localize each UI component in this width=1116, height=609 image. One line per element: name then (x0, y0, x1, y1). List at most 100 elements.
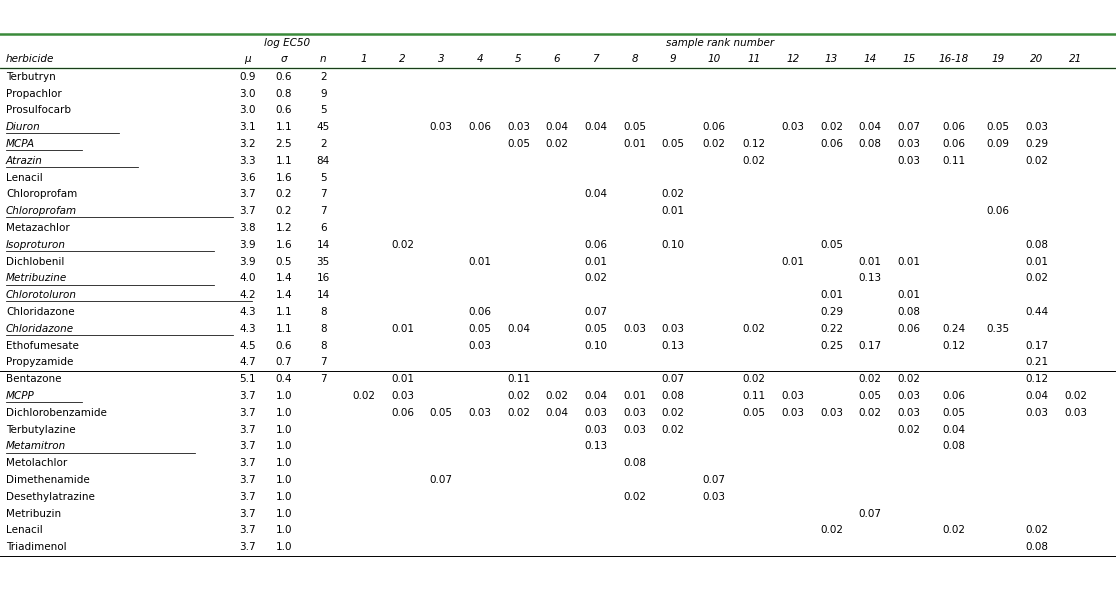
Text: 0.05: 0.05 (507, 139, 530, 149)
Text: 0.44: 0.44 (1026, 307, 1049, 317)
Text: 0.10: 0.10 (585, 340, 607, 351)
Text: 0.29: 0.29 (1026, 139, 1049, 149)
Text: 16: 16 (317, 273, 330, 283)
Text: 0.03: 0.03 (781, 408, 805, 418)
Text: 8: 8 (632, 54, 638, 64)
Text: 7: 7 (320, 357, 327, 367)
Text: Terbutylazine: Terbutylazine (6, 424, 76, 435)
Text: 0.6: 0.6 (276, 105, 292, 116)
Text: 0.02: 0.02 (858, 375, 882, 384)
Text: 0.6: 0.6 (276, 72, 292, 82)
Text: 14: 14 (317, 240, 330, 250)
Text: 0.06: 0.06 (897, 324, 921, 334)
Text: 0.05: 0.05 (942, 408, 965, 418)
Text: 0.03: 0.03 (897, 408, 921, 418)
Text: 1.0: 1.0 (276, 424, 292, 435)
Text: 3.7: 3.7 (240, 391, 256, 401)
Text: 0.7: 0.7 (276, 357, 292, 367)
Text: 0.02: 0.02 (507, 408, 530, 418)
Text: 1.1: 1.1 (276, 324, 292, 334)
Text: Dichlorobenzamide: Dichlorobenzamide (6, 408, 107, 418)
Text: Propyzamide: Propyzamide (6, 357, 74, 367)
Text: 0.03: 0.03 (469, 408, 491, 418)
Text: 0.03: 0.03 (507, 122, 530, 132)
Text: 0.03: 0.03 (623, 408, 646, 418)
Text: MCPP: MCPP (6, 391, 35, 401)
Text: Metribuzine: Metribuzine (6, 273, 67, 283)
Text: 5: 5 (320, 172, 327, 183)
Text: 0.02: 0.02 (546, 139, 569, 149)
Text: 0.01: 0.01 (897, 256, 921, 267)
Text: 8: 8 (320, 307, 327, 317)
Text: 0.02: 0.02 (858, 408, 882, 418)
Text: Ethofumesate: Ethofumesate (6, 340, 79, 351)
Text: Chloridazone: Chloridazone (6, 324, 74, 334)
Text: 0.03: 0.03 (1026, 408, 1049, 418)
Text: 3.0: 3.0 (240, 105, 256, 116)
Text: 0.02: 0.02 (702, 139, 725, 149)
Text: 0.12: 0.12 (742, 139, 766, 149)
Text: Dimethenamide: Dimethenamide (6, 475, 89, 485)
Text: 0.09: 0.09 (987, 139, 1010, 149)
Text: Metribuzin: Metribuzin (6, 509, 61, 519)
Text: 0.08: 0.08 (1026, 542, 1049, 552)
Text: 0.01: 0.01 (820, 290, 843, 300)
Text: 0.03: 0.03 (820, 408, 843, 418)
Text: 1.0: 1.0 (276, 526, 292, 535)
Text: 0.03: 0.03 (391, 391, 414, 401)
Text: log EC50: log EC50 (264, 38, 310, 48)
Text: 0.01: 0.01 (469, 256, 491, 267)
Text: 4.2: 4.2 (240, 290, 256, 300)
Text: 3.7: 3.7 (240, 424, 256, 435)
Text: 1.2: 1.2 (276, 223, 292, 233)
Text: 0.03: 0.03 (430, 122, 453, 132)
Text: 0.02: 0.02 (391, 240, 414, 250)
Text: 0.02: 0.02 (897, 424, 921, 435)
Text: 0.01: 0.01 (662, 206, 685, 216)
Text: 0.06: 0.06 (702, 122, 725, 132)
Text: 6: 6 (320, 223, 327, 233)
Text: 0.03: 0.03 (897, 139, 921, 149)
Text: 0.35: 0.35 (987, 324, 1010, 334)
Text: 0.12: 0.12 (942, 340, 965, 351)
Text: 1.0: 1.0 (276, 408, 292, 418)
Text: Lenacil: Lenacil (6, 172, 42, 183)
Text: 0.01: 0.01 (623, 391, 646, 401)
Text: 0.01: 0.01 (391, 375, 414, 384)
Text: 0.02: 0.02 (820, 122, 843, 132)
Text: 1.4: 1.4 (276, 290, 292, 300)
Text: 7: 7 (320, 189, 327, 199)
Text: 3.1: 3.1 (240, 122, 256, 132)
Text: 1.1: 1.1 (276, 122, 292, 132)
Text: 4.7: 4.7 (240, 357, 256, 367)
Text: 1.0: 1.0 (276, 442, 292, 451)
Text: 0.24: 0.24 (942, 324, 965, 334)
Text: 1.0: 1.0 (276, 542, 292, 552)
Text: μ: μ (244, 54, 251, 64)
Text: 4.3: 4.3 (240, 307, 256, 317)
Text: 7: 7 (320, 375, 327, 384)
Text: 0.04: 0.04 (1026, 391, 1049, 401)
Text: 4.0: 4.0 (240, 273, 256, 283)
Text: 0.07: 0.07 (585, 307, 607, 317)
Text: 0.08: 0.08 (942, 442, 965, 451)
Text: 15: 15 (902, 54, 915, 64)
Text: 4.5: 4.5 (240, 340, 256, 351)
Text: 0.04: 0.04 (546, 122, 569, 132)
Text: 0.22: 0.22 (820, 324, 843, 334)
Text: 5.1: 5.1 (240, 375, 256, 384)
Text: 5: 5 (320, 105, 327, 116)
Text: 0.29: 0.29 (820, 307, 843, 317)
Text: 0.03: 0.03 (585, 424, 607, 435)
Text: 0.02: 0.02 (1065, 391, 1087, 401)
Text: 0.02: 0.02 (1026, 156, 1049, 166)
Text: 9: 9 (670, 54, 676, 64)
Text: 45: 45 (317, 122, 330, 132)
Text: 0.08: 0.08 (897, 307, 921, 317)
Text: 0.07: 0.07 (858, 509, 882, 519)
Text: 1.0: 1.0 (276, 475, 292, 485)
Text: 0.13: 0.13 (662, 340, 685, 351)
Text: 3.6: 3.6 (240, 172, 256, 183)
Text: 0.03: 0.03 (469, 340, 491, 351)
Text: 0.07: 0.07 (662, 375, 685, 384)
